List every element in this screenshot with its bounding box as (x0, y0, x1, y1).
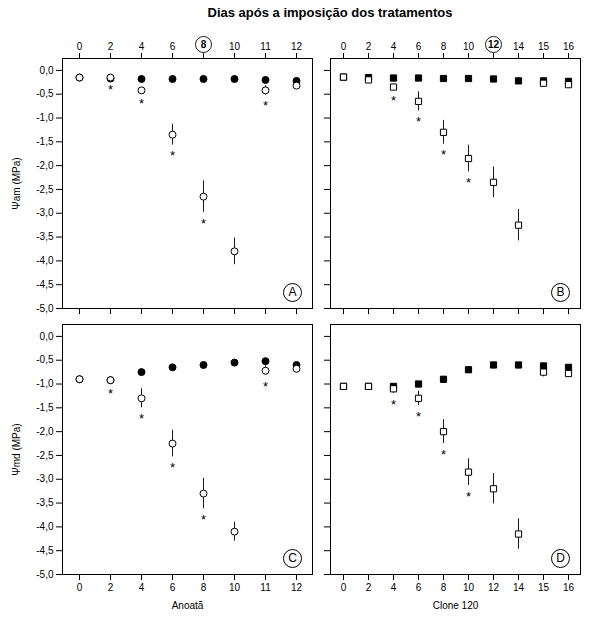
svg-text:*: * (263, 98, 268, 113)
svg-text:-4,5: -4,5 (36, 545, 54, 556)
svg-text:-0,5: -0,5 (36, 88, 54, 99)
svg-text:B: B (556, 285, 564, 299)
svg-text:16: 16 (563, 41, 575, 52)
svg-text:11: 11 (260, 582, 271, 593)
svg-text:*: * (170, 460, 175, 475)
svg-text:*: * (391, 93, 396, 108)
svg-text:-5,0: -5,0 (36, 303, 54, 314)
svg-text:12: 12 (488, 582, 500, 593)
svg-text:10: 10 (229, 582, 241, 593)
svg-text:*: * (201, 512, 206, 527)
svg-text:12: 12 (291, 582, 303, 593)
svg-text:2: 2 (108, 41, 114, 52)
svg-text:-1,5: -1,5 (36, 402, 54, 413)
svg-text:A: A (288, 285, 296, 299)
svg-text:-1,0: -1,0 (36, 112, 54, 123)
svg-text:6: 6 (170, 41, 176, 52)
svg-text:8: 8 (201, 39, 207, 50)
svg-text:11: 11 (260, 41, 271, 52)
svg-text:4: 4 (139, 582, 145, 593)
svg-text:Ψam (MPa): Ψam (MPa) (11, 157, 22, 209)
svg-text:16: 16 (563, 582, 575, 593)
svg-text:4: 4 (391, 41, 397, 52)
svg-text:-4,0: -4,0 (36, 255, 54, 266)
svg-text:10: 10 (463, 582, 475, 593)
svg-text:0: 0 (341, 582, 347, 593)
svg-text:2: 2 (366, 582, 372, 593)
svg-text:-2,0: -2,0 (36, 160, 54, 171)
svg-text:*: * (466, 489, 471, 504)
svg-text:-2,5: -2,5 (36, 450, 54, 461)
svg-text:4: 4 (391, 582, 397, 593)
svg-text:*: * (108, 82, 113, 97)
svg-text:4: 4 (139, 41, 145, 52)
svg-text:12: 12 (488, 39, 500, 50)
svg-text:-1,5: -1,5 (36, 136, 54, 147)
svg-text:*: * (441, 147, 446, 162)
html-text:Dias após a imposição dos trat: Dias após a imposição dos tratamentos (207, 5, 453, 20)
svg-text:*: * (170, 148, 175, 163)
svg-text:15: 15 (538, 41, 550, 52)
svg-text:*: * (416, 409, 421, 424)
svg-text:-1,0: -1,0 (36, 378, 54, 389)
svg-text:*: * (416, 114, 421, 129)
svg-text:0: 0 (341, 41, 347, 52)
svg-text:-2,0: -2,0 (36, 426, 54, 437)
svg-text:-2,5: -2,5 (36, 184, 54, 195)
svg-text:14: 14 (513, 41, 525, 52)
svg-text:6: 6 (416, 41, 422, 52)
svg-text:0: 0 (77, 582, 83, 593)
svg-text:*: * (139, 96, 144, 111)
svg-text:0,0: 0,0 (40, 331, 54, 342)
svg-text:-5,0: -5,0 (36, 569, 54, 580)
svg-text:*: * (263, 379, 268, 394)
svg-text:-3,5: -3,5 (36, 231, 54, 242)
svg-text:-3,0: -3,0 (36, 207, 54, 218)
svg-text:*: * (441, 447, 446, 462)
svg-text:0,0: 0,0 (40, 65, 54, 76)
svg-text:-3,0: -3,0 (36, 473, 54, 484)
svg-text:-4,5: -4,5 (36, 279, 54, 290)
svg-text:C: C (288, 551, 297, 565)
svg-text:Clone 120: Clone 120 (433, 600, 479, 611)
svg-text:8: 8 (441, 582, 447, 593)
svg-text:*: * (201, 216, 206, 231)
svg-text:0: 0 (77, 41, 83, 52)
svg-text:-4,0: -4,0 (36, 521, 54, 532)
svg-text:*: * (139, 411, 144, 426)
svg-text:-3,5: -3,5 (36, 497, 54, 508)
svg-text:*: * (391, 397, 396, 412)
svg-text:2: 2 (108, 582, 114, 593)
svg-text:Anoatã: Anoatã (172, 600, 204, 611)
svg-text:8: 8 (441, 41, 447, 52)
svg-text:12: 12 (291, 41, 303, 52)
svg-text:*: * (466, 175, 471, 190)
svg-text:15: 15 (538, 582, 550, 593)
svg-text:D: D (556, 551, 565, 565)
svg-text:-0,5: -0,5 (36, 354, 54, 365)
svg-text:6: 6 (170, 582, 176, 593)
svg-text:10: 10 (463, 41, 475, 52)
svg-text:6: 6 (416, 582, 422, 593)
svg-text:14: 14 (513, 582, 525, 593)
svg-text:10: 10 (229, 41, 241, 52)
svg-text:2: 2 (366, 41, 372, 52)
svg-text:8: 8 (201, 582, 207, 593)
svg-text:Ψmd (MPa): Ψmd (MPa) (11, 423, 22, 475)
svg-text:*: * (108, 386, 113, 401)
